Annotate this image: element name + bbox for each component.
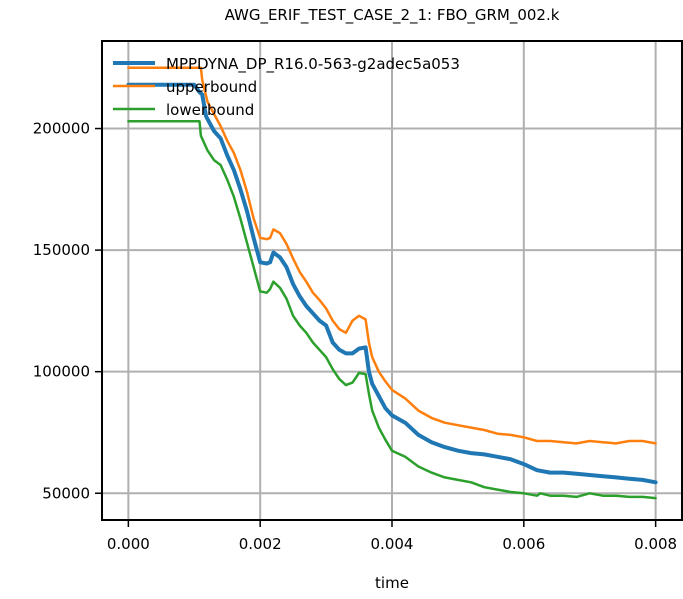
x-tick-label: 0.000 [107, 535, 150, 553]
y-tick-label: 200000 [33, 120, 90, 138]
y-tick-label: 150000 [33, 241, 90, 259]
series-line-mppdyna-dp-r16-0-563-g2adec5a053 [126, 82, 658, 485]
grid-lines [102, 41, 682, 520]
x-tick-label: 0.008 [634, 535, 677, 553]
x-tick-label: 0.002 [239, 535, 282, 553]
axis-ticks: 0.000 0.002 0.004 0.006 0.008 50000 100000 1500… [33, 120, 677, 553]
y-tick-label: 100000 [33, 363, 90, 381]
x-axis-label: time [375, 574, 409, 592]
legend-label: lowerbound [166, 101, 254, 119]
legend-label: MPPDYNA_DP_R16.0-563-g2adec5a053 [166, 55, 460, 74]
x-tick-label: 0.004 [371, 535, 414, 553]
legend: MPPDYNA_DP_R16.0-563-g2adec5a053 upperbou… [113, 55, 460, 119]
series-line-lowerbound [127, 119, 657, 500]
legend-label: upperbound [166, 78, 257, 96]
series-line-upperbound [127, 66, 657, 445]
x-tick-label: 0.006 [502, 535, 545, 553]
y-tick-label: 50000 [42, 484, 90, 502]
chart-title: AWG_ERIF_TEST_CASE_2_1: FBO_GRM_002.k [225, 6, 560, 25]
series-layer [126, 66, 658, 500]
